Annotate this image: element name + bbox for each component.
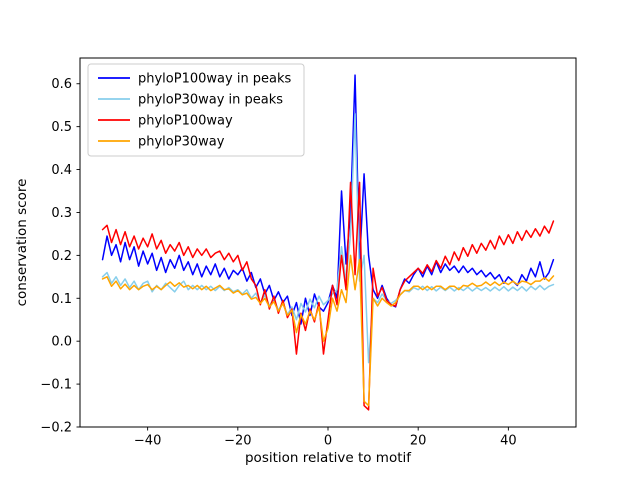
y-tick-label: 0.4 xyxy=(51,163,72,178)
y-tick-label: 0.3 xyxy=(51,206,72,221)
legend-box xyxy=(87,63,305,157)
x-axis-label: position relative to motif xyxy=(245,450,412,466)
series-line-phylop100way xyxy=(101,181,555,411)
y-tick-label: 0.0 xyxy=(51,335,72,350)
y-tick-label: −0.1 xyxy=(40,378,72,393)
y-tick-label: 0.5 xyxy=(51,120,72,135)
legend-label: phyloP30way xyxy=(138,135,225,150)
y-tick-label: −0.2 xyxy=(40,421,72,436)
y-tick-label: 0.6 xyxy=(51,77,72,92)
y-tick-label: 0.1 xyxy=(51,292,72,307)
x-tick-label: 40 xyxy=(500,434,517,449)
x-tick-label: 0 xyxy=(324,434,332,449)
y-tick-label: 0.2 xyxy=(51,249,72,264)
legend-label: phyloP30way in peaks xyxy=(138,93,283,108)
x-tick-label: −20 xyxy=(224,434,251,449)
legend-label: phyloP100way xyxy=(138,114,233,129)
series-line-phylop30way xyxy=(101,254,555,407)
x-tick-label: −40 xyxy=(134,434,161,449)
legend-label: phyloP100way in peaks xyxy=(138,72,292,87)
y-axis-label: conservation score xyxy=(14,179,30,307)
series-line-phylop30way-in-peaks xyxy=(101,113,555,364)
x-tick-label: 20 xyxy=(410,434,427,449)
series-line-phylop100way-in-peaks xyxy=(101,74,555,325)
